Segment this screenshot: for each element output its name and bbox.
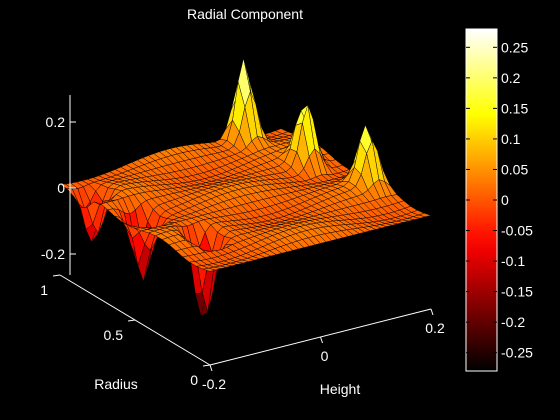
y-tick-label: 1 [40, 282, 48, 298]
colorbar-tick-label: 0.25 [501, 39, 528, 55]
colorbar: 0.25 0.2 0.15 0.1 0.05 0 -0.05 -0.1 -0.15 -0.2 -0.… [465, 28, 533, 372]
colorbar-tick-label: -0.05 [501, 223, 533, 239]
y-axis-label: Radius [94, 376, 138, 392]
surface-patch [417, 212, 432, 218]
x-tick-label: 0.2 [425, 320, 445, 336]
colorbar-tick-label: 0.15 [501, 100, 528, 116]
x-tick [320, 336, 323, 344]
y-tick [52, 274, 61, 277]
colorbar-tick-label: 0.2 [501, 70, 521, 86]
y-tick-label: 0.5 [104, 327, 124, 343]
colorbar-tick-label: -0.2 [501, 314, 525, 330]
z-tick-label: 0.2 [46, 114, 66, 130]
z-tick-label: -0.2 [41, 246, 65, 262]
x-tick-label: -0.2 [202, 376, 226, 392]
x-tick [430, 308, 434, 316]
chart-title: Radial Component [187, 6, 303, 22]
x-tick [209, 364, 213, 372]
x-axis-label: Height [320, 381, 361, 397]
colorbar-tick-label: 0.1 [501, 131, 521, 147]
axes: -0.200.200.51-0.200.2 [40, 95, 445, 392]
colorbar-tick-label: -0.25 [501, 345, 533, 361]
colorbar-tick-label: 0 [501, 192, 509, 208]
colorbar-tick-label: -0.1 [501, 253, 525, 269]
z-tick-label: 0 [57, 180, 65, 196]
y-tick-label: 0 [190, 372, 198, 388]
surface-mesh [59, 57, 432, 317]
y-tick [202, 364, 211, 367]
y-tick [127, 319, 136, 322]
colorbar-tick-label: 0.05 [501, 161, 528, 177]
colorbar-scale [465, 28, 498, 372]
x-tick-label: 0 [321, 348, 329, 364]
colorbar-tick-label: -0.15 [501, 284, 533, 300]
